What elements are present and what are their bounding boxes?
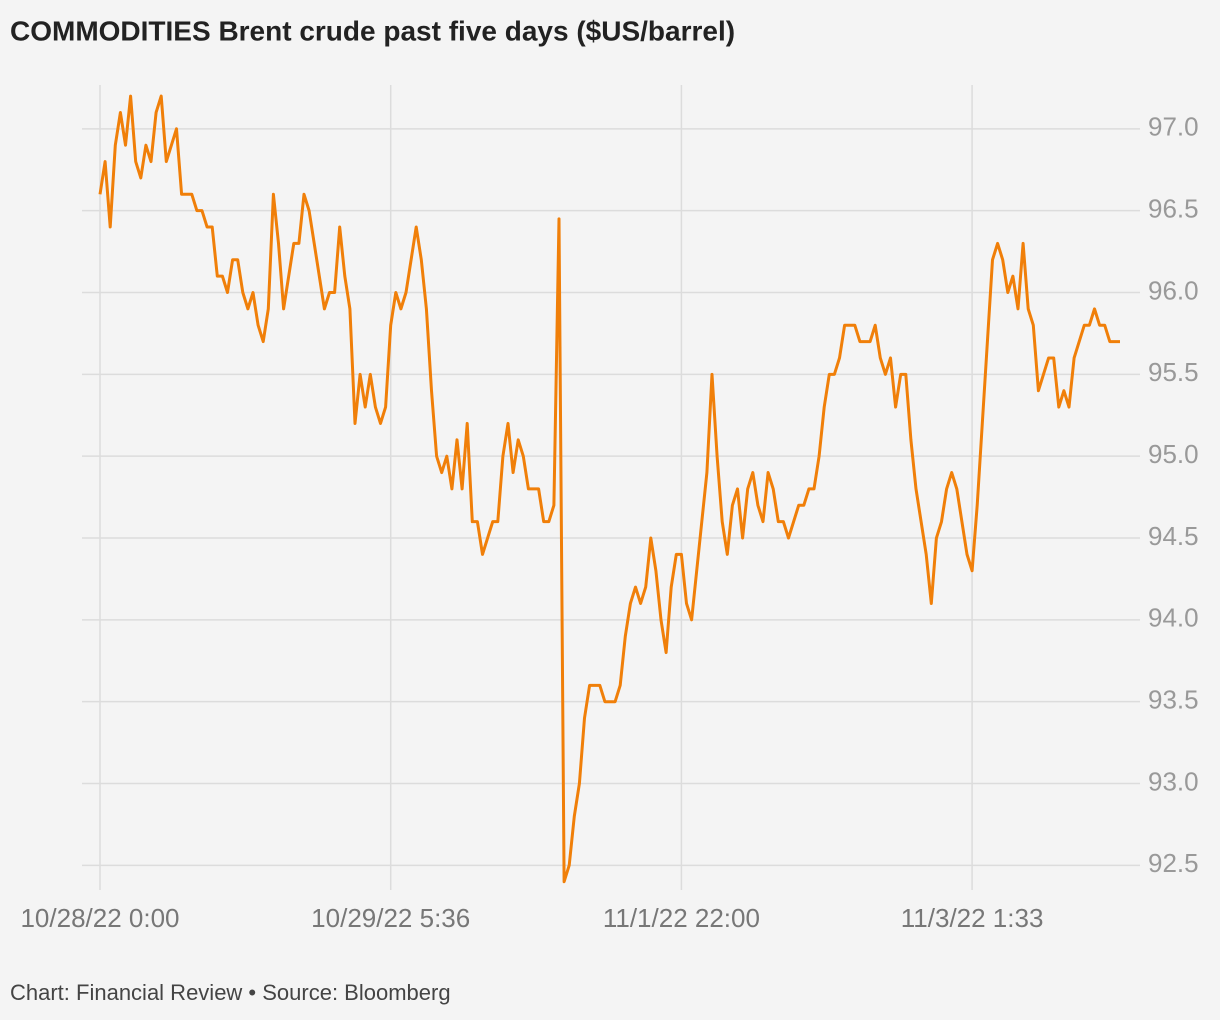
price-line [98, 94, 1120, 884]
y-tick-label: 93.0 [1148, 766, 1199, 796]
y-tick-label: 96.0 [1148, 275, 1199, 305]
y-tick-label: 94.5 [1148, 521, 1199, 551]
y-tick-label: 94.0 [1148, 603, 1199, 633]
y-tick-label: 96.5 [1148, 194, 1199, 224]
source-note: Chart: Financial Review • Source: Bloomb… [10, 980, 451, 1005]
x-tick-label: 11/1/22 22:00 [603, 903, 760, 933]
x-tick-label: 11/3/22 1:33 [901, 903, 1044, 933]
y-tick-label: 97.0 [1148, 112, 1199, 142]
y-tick-label: 92.5 [1148, 848, 1199, 878]
x-tick-label: 10/28/22 0:00 [20, 903, 179, 933]
y-tick-label: 95.5 [1148, 357, 1199, 387]
y-tick-label: 95.0 [1148, 439, 1199, 469]
y-tick-label: 93.5 [1148, 685, 1199, 715]
chart-title: COMMODITIES Brent crude past five days (… [10, 15, 735, 46]
x-tick-label: 10/29/22 5:36 [311, 903, 470, 933]
